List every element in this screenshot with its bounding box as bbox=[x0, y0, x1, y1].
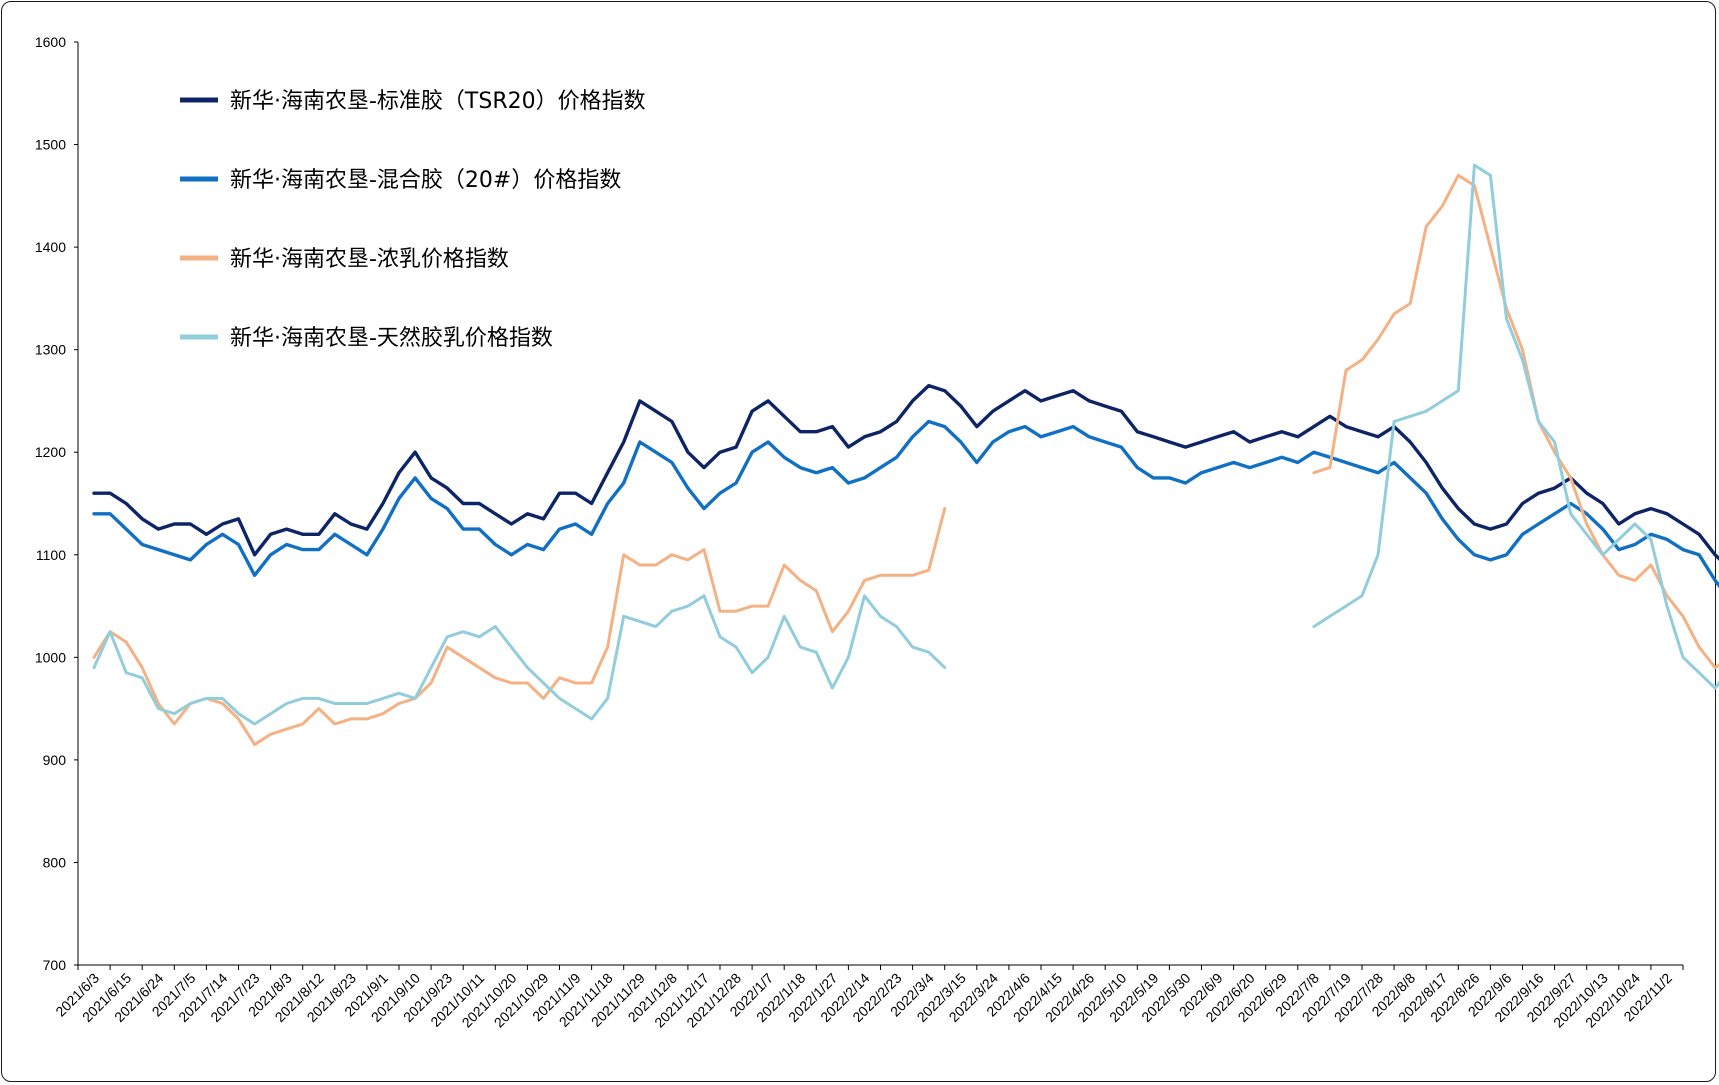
y-tick-label: 1500 bbox=[35, 137, 66, 153]
legend-label-1: 新华·海南农垦-混合胶（20#）价格指数 bbox=[230, 168, 621, 193]
legend-label-2: 新华·海南农垦-浓乳价格指数 bbox=[230, 247, 509, 272]
y-tick-label: 1400 bbox=[35, 239, 66, 255]
y-tick-label: 1300 bbox=[35, 342, 66, 358]
legend-label-0: 新华·海南农垦-标准胶（TSR20）价格指数 bbox=[230, 89, 646, 114]
y-tick-label: 700 bbox=[43, 957, 67, 973]
y-tick-label: 1200 bbox=[35, 444, 66, 460]
legend-label-3: 新华·海南农垦-天然胶乳价格指数 bbox=[230, 326, 553, 351]
y-tick-label: 1600 bbox=[35, 34, 66, 50]
series-line-3 bbox=[92, 594, 947, 726]
plot-area bbox=[92, 163, 1719, 746]
y-tick-label: 900 bbox=[43, 752, 67, 768]
y-tick-label: 1000 bbox=[35, 649, 66, 665]
series-line-2 bbox=[92, 507, 947, 746]
series-line-3 bbox=[1312, 163, 1719, 690]
series-line-1 bbox=[92, 419, 1719, 589]
series-line-0 bbox=[92, 383, 1719, 561]
legend: 新华·海南农垦-标准胶（TSR20）价格指数新华·海南农垦-混合胶（20#）价格… bbox=[180, 89, 646, 351]
series-line-2 bbox=[1312, 173, 1719, 670]
y-tick-label: 1100 bbox=[36, 547, 66, 563]
y-tick-label: 800 bbox=[43, 854, 67, 870]
